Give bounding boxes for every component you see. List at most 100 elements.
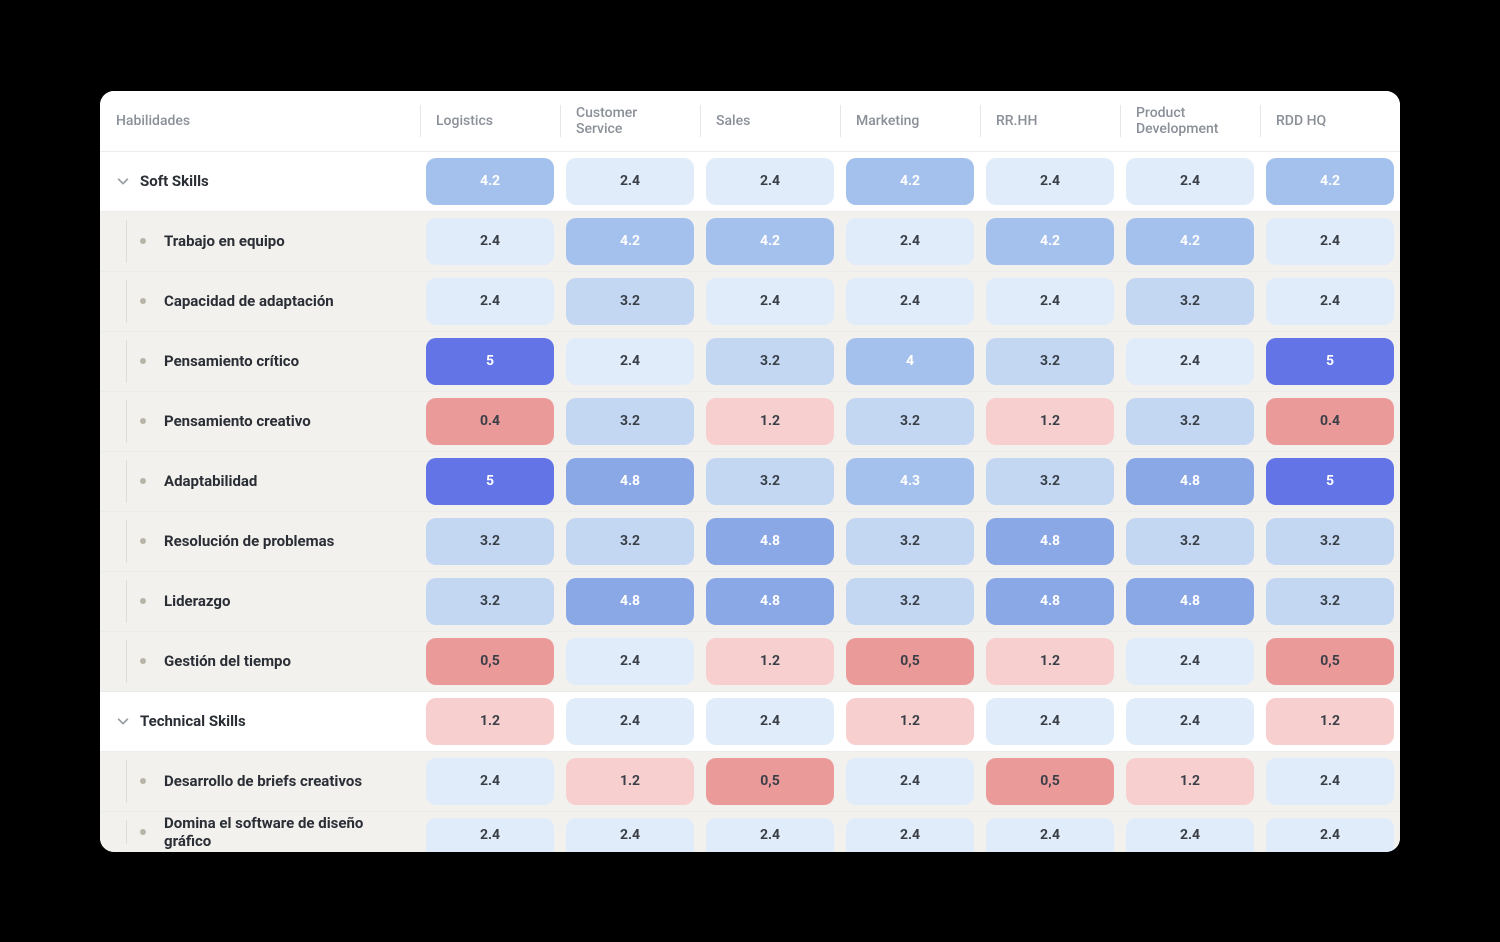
heatmap-cell[interactable]: 2.4 (560, 632, 700, 692)
heatmap-cell[interactable]: 4.2 (560, 212, 700, 272)
heatmap-cell[interactable]: 4.8 (560, 572, 700, 632)
heatmap-cell[interactable]: 3.2 (1260, 512, 1400, 572)
column-header[interactable]: Sales (700, 91, 840, 152)
column-header[interactable]: Product Development (1120, 91, 1260, 152)
heatmap-cell[interactable]: 2.4 (1260, 752, 1400, 812)
heatmap-cell[interactable]: 4.3 (840, 452, 980, 512)
heatmap-cell[interactable]: 2.4 (840, 272, 980, 332)
column-header[interactable]: Marketing (840, 91, 980, 152)
heatmap-cell[interactable]: 2.4 (1120, 812, 1260, 852)
column-header[interactable]: Logistics (420, 91, 560, 152)
heatmap-cell[interactable]: 2.4 (700, 272, 840, 332)
row-label-text: Trabajo en equipo (164, 232, 285, 250)
heatmap-cell[interactable]: 4.2 (1120, 212, 1260, 272)
heatmap-cell[interactable]: 4.8 (700, 572, 840, 632)
heatmap-cell[interactable]: 3.2 (1120, 512, 1260, 572)
heatmap-cell[interactable]: 2.4 (980, 152, 1120, 212)
heatmap-cell[interactable]: 2.4 (700, 692, 840, 752)
heatmap-cell[interactable]: 3.2 (420, 572, 560, 632)
heatmap-cell[interactable]: 2.4 (1120, 332, 1260, 392)
heatmap-cell[interactable]: 4.2 (700, 212, 840, 272)
heatmap-value: 2.4 (566, 638, 694, 685)
heatmap-cell[interactable]: 2.4 (560, 812, 700, 852)
heatmap-cell[interactable]: 5 (1260, 332, 1400, 392)
heatmap-cell[interactable]: 2.4 (420, 272, 560, 332)
heatmap-cell[interactable]: 1.2 (1120, 752, 1260, 812)
heatmap-cell[interactable]: 4.8 (700, 512, 840, 572)
heatmap-cell[interactable]: 3.2 (980, 452, 1120, 512)
group-row[interactable]: Technical Skills (100, 692, 420, 752)
heatmap-cell[interactable]: 2.4 (980, 692, 1120, 752)
heatmap-cell[interactable]: 2.4 (840, 812, 980, 852)
heatmap-cell[interactable]: 4.2 (980, 212, 1120, 272)
heatmap-cell[interactable]: 4.8 (1120, 452, 1260, 512)
heatmap-cell[interactable]: 1.2 (700, 632, 840, 692)
heatmap-cell[interactable]: 3.2 (700, 332, 840, 392)
heatmap-cell[interactable]: 2.4 (1120, 632, 1260, 692)
heatmap-cell[interactable]: 3.2 (560, 392, 700, 452)
heatmap-cell[interactable]: 3.2 (1260, 572, 1400, 632)
heatmap-cell[interactable]: 0,5 (420, 632, 560, 692)
heatmap-cell[interactable]: 2.4 (420, 212, 560, 272)
heatmap-cell[interactable]: 2.4 (1260, 812, 1400, 852)
heatmap-cell[interactable]: 1.2 (840, 692, 980, 752)
heatmap-cell[interactable]: 2.4 (980, 812, 1120, 852)
heatmap-cell[interactable]: 3.2 (840, 512, 980, 572)
heatmap-cell[interactable]: 3.2 (840, 392, 980, 452)
heatmap-cell[interactable]: 2.4 (1260, 212, 1400, 272)
heatmap-cell[interactable]: 2.4 (420, 812, 560, 852)
heatmap-cell[interactable]: 4.2 (1260, 152, 1400, 212)
heatmap-cell[interactable]: 3.2 (1120, 392, 1260, 452)
heatmap-cell[interactable]: 1.2 (560, 752, 700, 812)
heatmap-cell[interactable]: 0,5 (980, 752, 1120, 812)
heatmap-cell[interactable]: 2.4 (1260, 272, 1400, 332)
heatmap-cell[interactable]: 1.2 (700, 392, 840, 452)
heatmap-cell[interactable]: 2.4 (560, 332, 700, 392)
heatmap-cell[interactable]: 5 (420, 452, 560, 512)
heatmap-cell[interactable]: 0,5 (1260, 632, 1400, 692)
heatmap-cell[interactable]: 2.4 (700, 812, 840, 852)
heatmap-cell[interactable]: 4.8 (560, 452, 700, 512)
heatmap-cell[interactable]: 1.2 (980, 632, 1120, 692)
column-header[interactable]: RDD HQ (1260, 91, 1400, 152)
heatmap-value: 4.8 (986, 578, 1114, 625)
heatmap-cell[interactable]: 3.2 (700, 452, 840, 512)
heatmap-cell[interactable]: 4.8 (980, 512, 1120, 572)
heatmap-cell[interactable]: 2.4 (560, 152, 700, 212)
heatmap-value: 2.4 (1266, 758, 1394, 805)
heatmap-cell[interactable]: 2.4 (700, 152, 840, 212)
skill-row: Pensamiento creativo (100, 392, 420, 452)
heatmap-cell[interactable]: 5 (1260, 452, 1400, 512)
heatmap-cell[interactable]: 2.4 (980, 272, 1120, 332)
heatmap-cell[interactable]: 0.4 (420, 392, 560, 452)
heatmap-cell[interactable]: 4.2 (840, 152, 980, 212)
heatmap-cell[interactable]: 2.4 (560, 692, 700, 752)
heatmap-cell[interactable]: 1.2 (420, 692, 560, 752)
column-header[interactable]: RR.HH (980, 91, 1120, 152)
heatmap-cell[interactable]: 3.2 (1120, 272, 1260, 332)
heatmap-cell[interactable]: 3.2 (560, 512, 700, 572)
heatmap-cell[interactable]: 4.8 (1120, 572, 1260, 632)
heatmap-cell[interactable]: 5 (420, 332, 560, 392)
heatmap-cell[interactable]: 3.2 (420, 512, 560, 572)
heatmap-value: 1.2 (426, 698, 554, 745)
column-header-skills: Habilidades (100, 91, 420, 152)
heatmap-cell[interactable]: 3.2 (840, 572, 980, 632)
column-header[interactable]: Customer Service (560, 91, 700, 152)
heatmap-cell[interactable]: 4 (840, 332, 980, 392)
heatmap-cell[interactable]: 1.2 (1260, 692, 1400, 752)
heatmap-cell[interactable]: 3.2 (980, 332, 1120, 392)
heatmap-cell[interactable]: 2.4 (1120, 152, 1260, 212)
heatmap-cell[interactable]: 2.4 (420, 752, 560, 812)
heatmap-cell[interactable]: 2.4 (840, 752, 980, 812)
heatmap-cell[interactable]: 0.4 (1260, 392, 1400, 452)
heatmap-cell[interactable]: 1.2 (980, 392, 1120, 452)
heatmap-cell[interactable]: 4.8 (980, 572, 1120, 632)
heatmap-cell[interactable]: 0,5 (840, 632, 980, 692)
heatmap-cell[interactable]: 0,5 (700, 752, 840, 812)
heatmap-cell[interactable]: 2.4 (840, 212, 980, 272)
heatmap-cell[interactable]: 4.2 (420, 152, 560, 212)
group-row[interactable]: Soft Skills (100, 152, 420, 212)
heatmap-cell[interactable]: 3.2 (560, 272, 700, 332)
heatmap-cell[interactable]: 2.4 (1120, 692, 1260, 752)
